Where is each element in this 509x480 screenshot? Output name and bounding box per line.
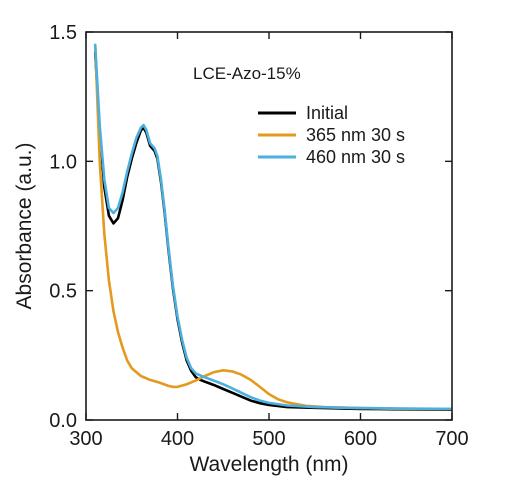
sample-annotation: LCE-Azo-15% bbox=[193, 64, 301, 83]
x-tick-label: 400 bbox=[161, 428, 194, 450]
axis-ticks: 300 400 500 600 700 0.0 0.5 1.0 1.5 bbox=[49, 22, 469, 450]
series-layer bbox=[93, 43, 452, 411]
series-line-1 bbox=[93, 51, 452, 411]
legend-label: Initial bbox=[306, 103, 348, 123]
x-tick-label: 600 bbox=[344, 428, 377, 450]
x-tick-label: 700 bbox=[435, 428, 468, 450]
series-line-2 bbox=[93, 43, 452, 411]
y-axis-title: Absorbance (a.u.) bbox=[13, 143, 36, 310]
y-tick-label: 1.5 bbox=[49, 22, 77, 44]
plot-frame bbox=[85, 31, 453, 421]
legend-label: 365 nm 30 s bbox=[306, 125, 405, 145]
x-tick-label: 500 bbox=[252, 428, 285, 450]
x-tick-label: 300 bbox=[69, 428, 102, 450]
y-tick-label: 1.0 bbox=[49, 151, 77, 173]
x-axis-title: Wavelength (nm) bbox=[189, 453, 348, 476]
legend-label: 460 nm 30 s bbox=[306, 147, 405, 167]
y-tick-label: 0.0 bbox=[49, 410, 77, 432]
series-line-3 bbox=[93, 43, 452, 411]
y-tick-label: 0.5 bbox=[49, 281, 77, 303]
